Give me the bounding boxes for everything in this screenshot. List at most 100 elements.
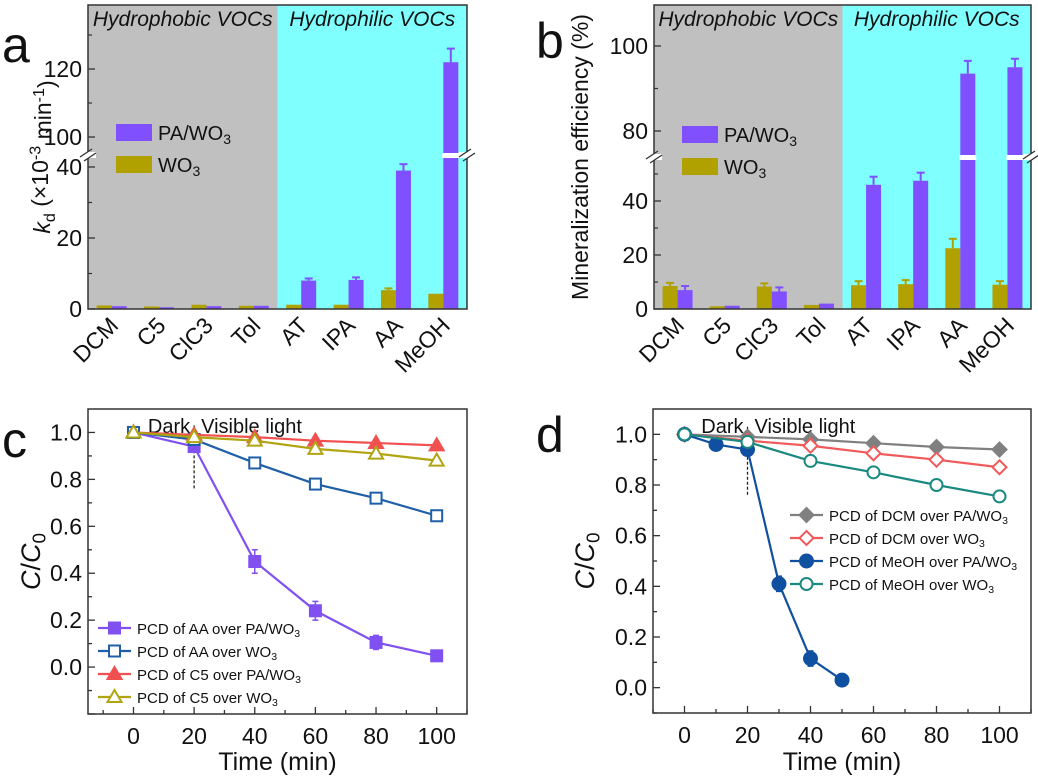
- bar-MeOH-0: [428, 293, 444, 309]
- y-tick-label: 120: [44, 56, 82, 82]
- bar-ClC3-1: [206, 306, 222, 309]
- data-point: [248, 456, 262, 470]
- text-span: C: [570, 570, 600, 590]
- x-tick-label: 60: [861, 722, 887, 748]
- category-label-MeOH: MeOH: [389, 312, 454, 377]
- text-span: Hydrophilic VOCs: [854, 8, 1020, 31]
- text-span: 0: [30, 533, 51, 544]
- text-span: C: [16, 570, 46, 590]
- y-tick-label: 0: [635, 296, 648, 322]
- text-span: 3: [223, 131, 231, 147]
- text-span: PCD of MeOH over WO: [829, 577, 988, 594]
- y-tick-label: 0.4: [50, 560, 82, 586]
- text-span: 3: [192, 163, 200, 179]
- text-span: PCD of C5 over WO: [137, 690, 272, 707]
- category-label-IPA: IPA: [881, 312, 925, 356]
- text-span: -1: [30, 88, 48, 102]
- text-span: WO: [158, 155, 192, 177]
- region-label: Hydrophobic VOCs: [93, 8, 273, 31]
- text-span: 3: [1002, 515, 1008, 527]
- text-span: d: [41, 213, 59, 222]
- text-span: k: [29, 221, 55, 234]
- legend-label: PCD of AA over WO3: [137, 644, 277, 663]
- data-point: [803, 453, 818, 468]
- text-span: ): [33, 80, 59, 88]
- text-span: C: [570, 543, 600, 563]
- legend-label: PCD of C5 over PA/WO3: [137, 667, 301, 686]
- x-tick-label: 80: [363, 723, 389, 749]
- bar-AT-1: [866, 184, 882, 309]
- bar-DCM-1: [111, 306, 127, 309]
- series-line: [684, 433, 1000, 498]
- y-tick-label: 0.0: [50, 654, 82, 680]
- data-point: [771, 576, 787, 592]
- y-axis-label: C/C0: [570, 532, 605, 589]
- legend-marker: [799, 577, 814, 591]
- text-span: Hydrophobic VOCs: [658, 8, 838, 31]
- bar-AT-1: [301, 280, 317, 309]
- y-tick-label: 40: [56, 154, 82, 180]
- x-tick-label: 100: [980, 722, 1018, 748]
- data-point: [427, 436, 446, 452]
- bar-IPA-1: [913, 180, 929, 309]
- text-span: PCD of AA over WO: [137, 644, 271, 661]
- text-span: /: [570, 562, 600, 570]
- data-point: [866, 465, 881, 480]
- x-axis-label: Time (min): [218, 748, 337, 776]
- bar-Tol-1: [818, 303, 834, 309]
- legend-marker: [798, 506, 815, 524]
- legend-marker: [105, 688, 124, 703]
- bar-AA-0: [945, 248, 961, 309]
- bar-ClC3-0: [191, 304, 207, 309]
- data-point: [991, 458, 1008, 476]
- annotation-dark: Dark: [701, 416, 744, 438]
- legend-marker: [799, 553, 814, 569]
- text-span: min: [30, 102, 56, 145]
- data-point: [124, 423, 143, 439]
- bar-AA-1: [395, 170, 411, 309]
- annotation-visible-light: Visible light: [755, 416, 856, 438]
- text-span: 3: [1011, 561, 1017, 573]
- bar-DCM-0: [96, 305, 112, 309]
- text-span: 3: [789, 133, 797, 149]
- legend-label: PCD of MeOH over WO3: [829, 577, 994, 596]
- text-span: C: [16, 543, 46, 563]
- bar-MeOH-1: [1007, 67, 1023, 309]
- text-span: 3: [988, 584, 994, 596]
- y-tick-label: 0.8: [615, 472, 647, 498]
- text-span: WO: [724, 157, 758, 179]
- data-point: [802, 437, 819, 455]
- bar-AA-1: [960, 73, 976, 309]
- region-label: Hydrophobic VOCs: [658, 8, 838, 31]
- category-label-Tol: Tol: [226, 312, 265, 351]
- text-span: PA/WO: [724, 125, 789, 147]
- bar-AA-0: [380, 290, 396, 309]
- legend-swatch: [682, 126, 718, 143]
- data-point: [865, 444, 882, 462]
- legend-label: PCD of MeOH over PA/WO3: [829, 554, 1017, 573]
- legend-label: WO3: [724, 157, 766, 181]
- axis-break-mark: [1022, 150, 1036, 160]
- data-point: [308, 604, 322, 618]
- data-point: [308, 477, 322, 491]
- text-span: 3: [979, 538, 985, 550]
- axis-break-mark: [458, 148, 472, 158]
- bar-IPA-1: [348, 279, 364, 309]
- bar-C5-0: [144, 306, 160, 309]
- data-point: [803, 651, 818, 667]
- bar-IPA-0: [898, 284, 914, 309]
- bar-C5-1: [159, 307, 175, 309]
- x-tick-label: 40: [242, 723, 268, 749]
- y-axis-label: C/C0: [16, 533, 51, 590]
- bar-C5-1: [724, 305, 740, 309]
- category-label-AT: AT: [275, 312, 313, 350]
- category-label-Tol: Tol: [791, 312, 830, 351]
- series-line: [684, 433, 1000, 451]
- data-point: [185, 428, 203, 444]
- bar-break-gap: [959, 155, 977, 160]
- axis-break-gap: [646, 154, 662, 160]
- legend-label: PCD of DCM over PA/WO3: [829, 508, 1008, 527]
- text-span: Hydrophilic VOCs: [289, 8, 455, 31]
- series-line: [133, 431, 437, 462]
- text-span: 3: [294, 628, 300, 640]
